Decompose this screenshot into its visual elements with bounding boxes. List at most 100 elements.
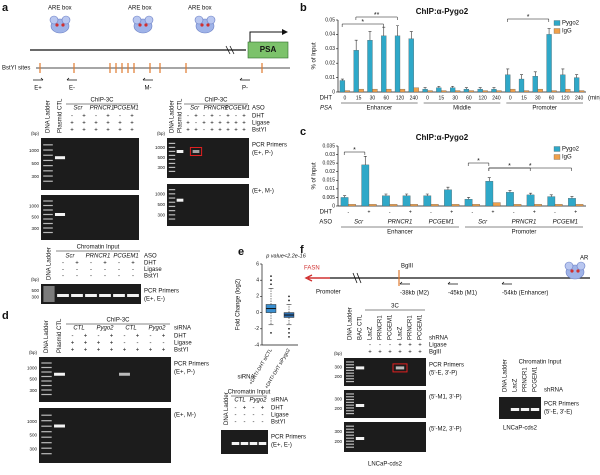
x-tick-label: 120 <box>396 95 405 101</box>
sign: - <box>262 420 264 426</box>
ladder-size: 1000 <box>29 203 40 208</box>
position-label: -54kb (Enhancer) <box>502 291 548 297</box>
lane-label: DNA Ladder <box>348 307 354 340</box>
protein-eye <box>570 269 574 273</box>
y-tick-label: 0.015 <box>322 178 335 184</box>
gel-band <box>355 437 365 440</box>
gene-label: PSA <box>260 45 277 54</box>
significance-mark: ** <box>374 12 380 19</box>
sign: + <box>110 341 114 347</box>
ladder-band <box>43 213 53 216</box>
ladder-size: 300 <box>157 165 165 170</box>
significance-mark: * <box>477 158 480 165</box>
primer-arrow <box>447 281 458 285</box>
outlier <box>270 279 272 282</box>
y-tick-label: 0.04 <box>325 32 335 38</box>
are-label: ARE box <box>188 6 212 12</box>
gel-image <box>167 184 249 226</box>
are-label: ARE box <box>48 6 72 12</box>
bar <box>353 50 359 93</box>
aso-label: PCGEM1 <box>553 220 578 226</box>
sign: - <box>389 343 391 349</box>
row-label: Ligase <box>429 343 447 349</box>
legend-swatch <box>553 28 561 34</box>
sign: + <box>123 348 127 354</box>
gel-header: Chromatin Input <box>519 360 562 366</box>
error-bar <box>478 87 482 90</box>
x-tick-label: 120 <box>478 95 487 101</box>
panel-letter: e <box>238 246 244 258</box>
ladder-size: 300 <box>334 397 342 402</box>
sites-label: BstYI sites <box>2 66 30 72</box>
gel-header: Chromatin Input <box>77 245 120 251</box>
sign: - <box>119 114 121 120</box>
bar <box>534 204 542 207</box>
sign: - <box>95 114 97 120</box>
sign: + <box>82 114 86 120</box>
primer-label: M- <box>145 86 152 92</box>
lane-label: DNA Ladder <box>46 100 52 133</box>
panel-letter: c <box>300 126 306 138</box>
sign: - <box>379 343 381 349</box>
sign: - <box>150 334 152 340</box>
position-label: -45kb (M1) <box>448 291 477 297</box>
bar <box>463 88 470 93</box>
error-bar <box>508 190 512 193</box>
primer-arrow <box>239 77 250 81</box>
ladder-band <box>41 380 52 382</box>
ladder-band <box>168 214 176 216</box>
ladder-band <box>346 369 354 371</box>
panel-letter: b <box>300 2 307 14</box>
group-label: Pygo2 <box>249 398 267 404</box>
protein-eye <box>55 23 59 27</box>
bar <box>506 192 514 207</box>
bar <box>513 204 522 207</box>
gene-label: FASN <box>304 266 320 272</box>
bar <box>451 204 460 207</box>
bar <box>472 204 480 207</box>
bar <box>551 90 557 93</box>
error-bar <box>446 186 450 190</box>
bar <box>523 90 530 93</box>
error-bar <box>561 68 565 75</box>
row-label: BglII <box>429 350 441 356</box>
sign: + <box>226 121 230 127</box>
sign: - <box>150 341 152 347</box>
bar <box>492 202 501 207</box>
lane-label: BAC CTL <box>358 314 364 340</box>
ladder-size: 500 <box>157 202 165 207</box>
sign: + <box>218 128 222 134</box>
sign: - <box>124 341 126 347</box>
gel-band <box>192 150 200 153</box>
ladder-band <box>168 158 176 160</box>
sign: - <box>90 267 92 273</box>
y-tick-label: 0.005 <box>322 195 335 201</box>
ladder-band <box>168 146 176 148</box>
y-tick-label: 4 <box>256 278 259 284</box>
protein-icon <box>132 15 142 25</box>
tss-arrowhead <box>282 29 288 35</box>
sign: - <box>235 406 237 412</box>
y-axis-label: % of Input <box>312 42 318 69</box>
error-bar <box>533 71 537 77</box>
group-label: Promoter <box>532 106 557 112</box>
sign: - <box>132 267 134 273</box>
x-tick-label: + <box>409 209 412 215</box>
sign: + <box>136 334 140 340</box>
gel-band <box>176 198 184 202</box>
row-label: DHT <box>144 261 157 267</box>
gel-band <box>54 213 66 216</box>
ladder-band <box>43 298 55 300</box>
chart-title: ChIP:α-Pygo2 <box>416 7 469 16</box>
bar <box>368 204 377 207</box>
break-mark <box>229 45 235 55</box>
y-tick-label: 0.02 <box>325 61 335 67</box>
are-label: ARE box <box>128 6 152 12</box>
lane-label: LacZ <box>398 326 404 340</box>
sign: - <box>118 267 120 273</box>
ladder-size: 500 <box>29 377 37 382</box>
outlier <box>270 331 272 334</box>
lane-label: PCGEM1 <box>388 314 394 340</box>
y-tick-label: 0.01 <box>325 186 335 192</box>
